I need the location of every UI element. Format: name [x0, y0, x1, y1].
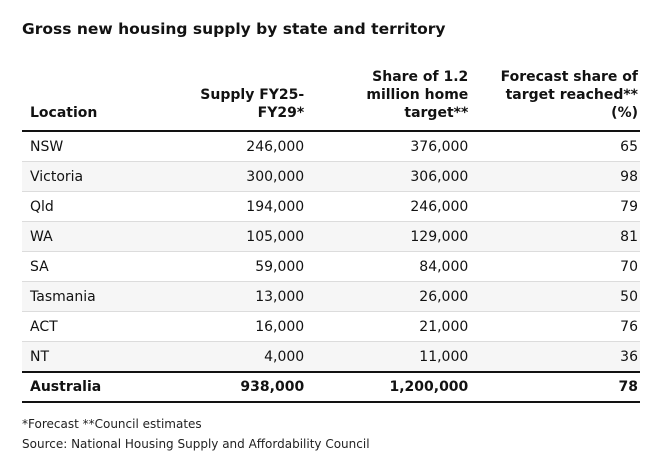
- cell-forecast-share: 81: [470, 221, 640, 252]
- cell-forecast-share: 70: [470, 251, 640, 282]
- table-body: NSW 246,000 376,000 65 Victoria 300,000 306,00…: [22, 131, 640, 403]
- cell-supply: 300,000: [156, 161, 307, 192]
- source-note: Source: National Housing Supply and Affo…: [22, 437, 370, 451]
- cell-supply: 105,000: [156, 221, 307, 252]
- data-table: Location Supply FY25- FY29* Share of 1.2 m…: [22, 66, 640, 403]
- cell-forecast-share: 78: [470, 371, 640, 403]
- table-header-row: Location Supply FY25- FY29* Share of 1.2 m…: [22, 66, 640, 132]
- table-row: ACT 16,000 21,000 76: [22, 311, 640, 342]
- cell-location: SA: [22, 251, 157, 282]
- table-row: WA 105,000 129,000 81: [22, 221, 640, 252]
- cell-location: NT: [22, 341, 157, 373]
- footnotes: *Forecast **Council estimates Source: Na…: [22, 414, 370, 454]
- column-header-location: Location: [22, 66, 157, 132]
- cell-location: NSW: [22, 131, 157, 162]
- cell-share-of-target: 376,000: [306, 131, 471, 162]
- cell-forecast-share: 98: [470, 161, 640, 192]
- cell-forecast-share: 36: [470, 341, 640, 373]
- cell-location: Australia: [22, 371, 157, 403]
- cell-share-of-target: 84,000: [306, 251, 471, 282]
- cell-forecast-share: 50: [470, 281, 640, 312]
- cell-supply: 194,000: [156, 191, 307, 222]
- cell-supply: 13,000: [156, 281, 307, 312]
- cell-location: WA: [22, 221, 157, 252]
- cell-share-of-target: 26,000: [306, 281, 471, 312]
- table-row: NSW 246,000 376,000 65: [22, 131, 640, 162]
- cell-forecast-share: 79: [470, 191, 640, 222]
- cell-supply: 59,000: [156, 251, 307, 282]
- cell-supply: 938,000: [156, 371, 307, 403]
- cell-location: Tasmania: [22, 281, 157, 312]
- cell-forecast-share: 65: [470, 131, 640, 162]
- forecast-footnote: *Forecast **Council estimates: [22, 417, 202, 431]
- cell-share-of-target: 21,000: [306, 311, 471, 342]
- cell-forecast-share: 76: [470, 311, 640, 342]
- cell-share-of-target: 306,000: [306, 161, 471, 192]
- column-header-share-of-target: Share of 1.2 million home target**: [306, 66, 471, 132]
- cell-supply: 246,000: [156, 131, 307, 162]
- cell-share-of-target: 11,000: [306, 341, 471, 373]
- table-row: NT 4,000 11,000 36: [22, 341, 640, 373]
- cell-supply: 4,000: [156, 341, 307, 373]
- table-row: SA 59,000 84,000 70: [22, 251, 640, 282]
- table-row: Tasmania 13,000 26,000 50: [22, 281, 640, 312]
- cell-share-of-target: 246,000: [306, 191, 471, 222]
- table-row: Qld 194,000 246,000 79: [22, 191, 640, 222]
- cell-location: Victoria: [22, 161, 157, 192]
- table-row: Victoria 300,000 306,000 98: [22, 161, 640, 192]
- cell-share-of-target: 1,200,000: [306, 371, 471, 403]
- column-header-forecast-share: Forecast share of target reached** (%): [470, 66, 640, 132]
- column-header-supply: Supply FY25- FY29*: [156, 66, 307, 132]
- chart-title: Gross new housing supply by state and te…: [22, 20, 446, 38]
- cell-location: ACT: [22, 311, 157, 342]
- cell-supply: 16,000: [156, 311, 307, 342]
- total-row: Australia 938,000 1,200,000 78: [22, 371, 640, 403]
- cell-location: Qld: [22, 191, 157, 222]
- cell-share-of-target: 129,000: [306, 221, 471, 252]
